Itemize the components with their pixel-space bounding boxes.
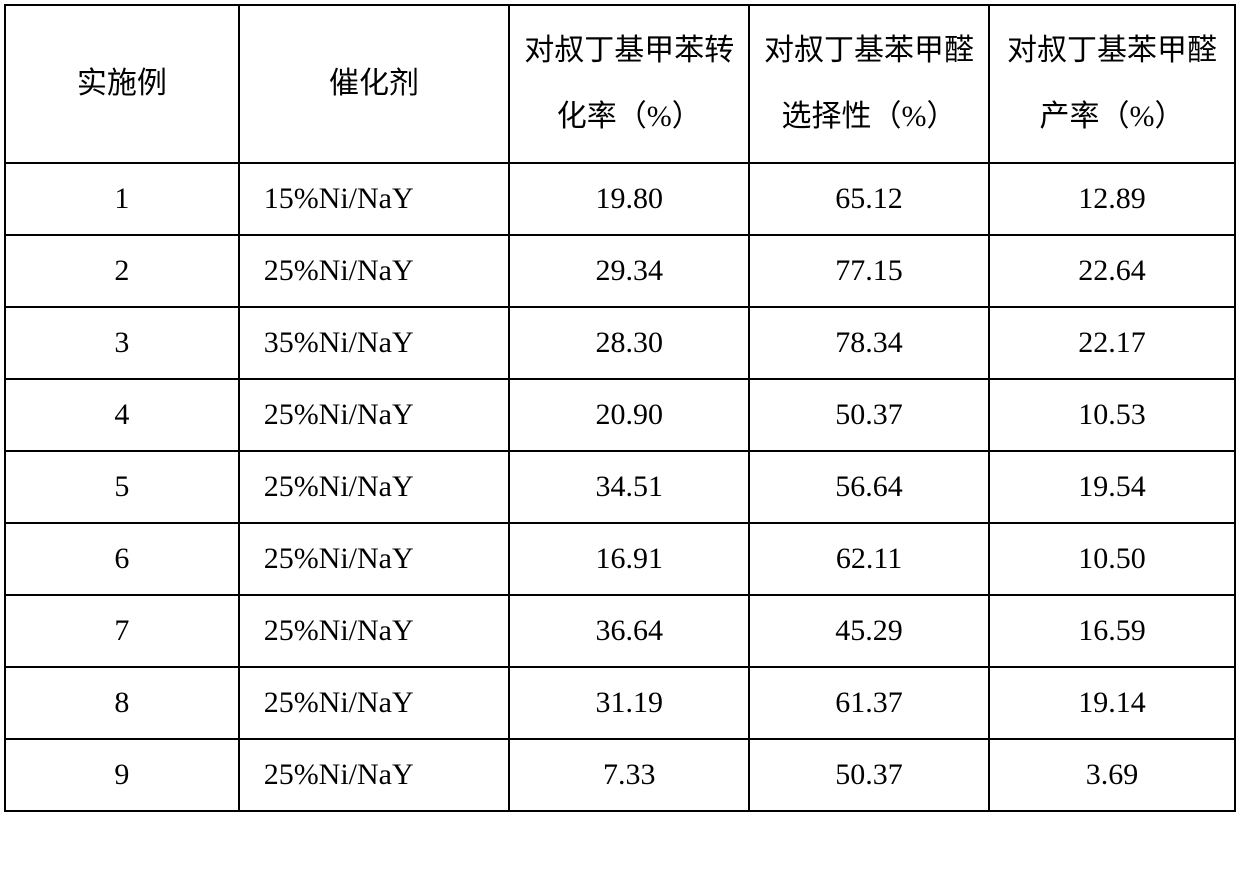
cell-yield: 19.54 bbox=[989, 451, 1235, 523]
cell-catalyst: 25%Ni/NaY bbox=[239, 451, 510, 523]
cell-example: 5 bbox=[5, 451, 239, 523]
cell-catalyst: 25%Ni/NaY bbox=[239, 379, 510, 451]
cell-selectivity: 78.34 bbox=[749, 307, 989, 379]
header-row: 实施例 催化剂 对叔丁基甲苯转化率（%） 对叔丁基苯甲醛选择性（%） 对叔丁基苯… bbox=[5, 5, 1235, 163]
cell-catalyst: 15%Ni/NaY bbox=[239, 163, 510, 235]
cell-catalyst: 35%Ni/NaY bbox=[239, 307, 510, 379]
cell-selectivity: 61.37 bbox=[749, 667, 989, 739]
cell-yield: 22.64 bbox=[989, 235, 1235, 307]
cell-example: 6 bbox=[5, 523, 239, 595]
cell-selectivity: 65.12 bbox=[749, 163, 989, 235]
table-header: 实施例 催化剂 对叔丁基甲苯转化率（%） 对叔丁基苯甲醛选择性（%） 对叔丁基苯… bbox=[5, 5, 1235, 163]
cell-selectivity: 45.29 bbox=[749, 595, 989, 667]
cell-yield: 10.50 bbox=[989, 523, 1235, 595]
cell-example: 4 bbox=[5, 379, 239, 451]
cell-selectivity: 62.11 bbox=[749, 523, 989, 595]
cell-example: 9 bbox=[5, 739, 239, 811]
header-example: 实施例 bbox=[5, 5, 239, 163]
table-row: 8 25%Ni/NaY 31.19 61.37 19.14 bbox=[5, 667, 1235, 739]
cell-conversion: 19.80 bbox=[509, 163, 749, 235]
table-row: 2 25%Ni/NaY 29.34 77.15 22.64 bbox=[5, 235, 1235, 307]
cell-example: 2 bbox=[5, 235, 239, 307]
cell-conversion: 29.34 bbox=[509, 235, 749, 307]
cell-yield: 19.14 bbox=[989, 667, 1235, 739]
cell-example: 3 bbox=[5, 307, 239, 379]
cell-conversion: 16.91 bbox=[509, 523, 749, 595]
data-table: 实施例 催化剂 对叔丁基甲苯转化率（%） 对叔丁基苯甲醛选择性（%） 对叔丁基苯… bbox=[4, 4, 1236, 812]
table-body: 1 15%Ni/NaY 19.80 65.12 12.89 2 25%Ni/Na… bbox=[5, 163, 1235, 811]
cell-conversion: 36.64 bbox=[509, 595, 749, 667]
header-selectivity: 对叔丁基苯甲醛选择性（%） bbox=[749, 5, 989, 163]
cell-conversion: 34.51 bbox=[509, 451, 749, 523]
header-catalyst: 催化剂 bbox=[239, 5, 510, 163]
header-conversion: 对叔丁基甲苯转化率（%） bbox=[509, 5, 749, 163]
table-row: 1 15%Ni/NaY 19.80 65.12 12.89 bbox=[5, 163, 1235, 235]
cell-selectivity: 50.37 bbox=[749, 739, 989, 811]
cell-yield: 10.53 bbox=[989, 379, 1235, 451]
header-yield: 对叔丁基苯甲醛产率（%） bbox=[989, 5, 1235, 163]
cell-selectivity: 77.15 bbox=[749, 235, 989, 307]
table-row: 4 25%Ni/NaY 20.90 50.37 10.53 bbox=[5, 379, 1235, 451]
cell-yield: 3.69 bbox=[989, 739, 1235, 811]
cell-conversion: 31.19 bbox=[509, 667, 749, 739]
cell-conversion: 20.90 bbox=[509, 379, 749, 451]
cell-conversion: 28.30 bbox=[509, 307, 749, 379]
cell-selectivity: 50.37 bbox=[749, 379, 989, 451]
cell-catalyst: 25%Ni/NaY bbox=[239, 667, 510, 739]
table-row: 9 25%Ni/NaY 7.33 50.37 3.69 bbox=[5, 739, 1235, 811]
cell-example: 8 bbox=[5, 667, 239, 739]
table-row: 5 25%Ni/NaY 34.51 56.64 19.54 bbox=[5, 451, 1235, 523]
cell-yield: 16.59 bbox=[989, 595, 1235, 667]
table-row: 3 35%Ni/NaY 28.30 78.34 22.17 bbox=[5, 307, 1235, 379]
cell-catalyst: 25%Ni/NaY bbox=[239, 523, 510, 595]
cell-catalyst: 25%Ni/NaY bbox=[239, 739, 510, 811]
cell-example: 7 bbox=[5, 595, 239, 667]
table-row: 7 25%Ni/NaY 36.64 45.29 16.59 bbox=[5, 595, 1235, 667]
cell-catalyst: 25%Ni/NaY bbox=[239, 235, 510, 307]
cell-selectivity: 56.64 bbox=[749, 451, 989, 523]
cell-conversion: 7.33 bbox=[509, 739, 749, 811]
table-row: 6 25%Ni/NaY 16.91 62.11 10.50 bbox=[5, 523, 1235, 595]
cell-yield: 22.17 bbox=[989, 307, 1235, 379]
cell-yield: 12.89 bbox=[989, 163, 1235, 235]
cell-example: 1 bbox=[5, 163, 239, 235]
cell-catalyst: 25%Ni/NaY bbox=[239, 595, 510, 667]
